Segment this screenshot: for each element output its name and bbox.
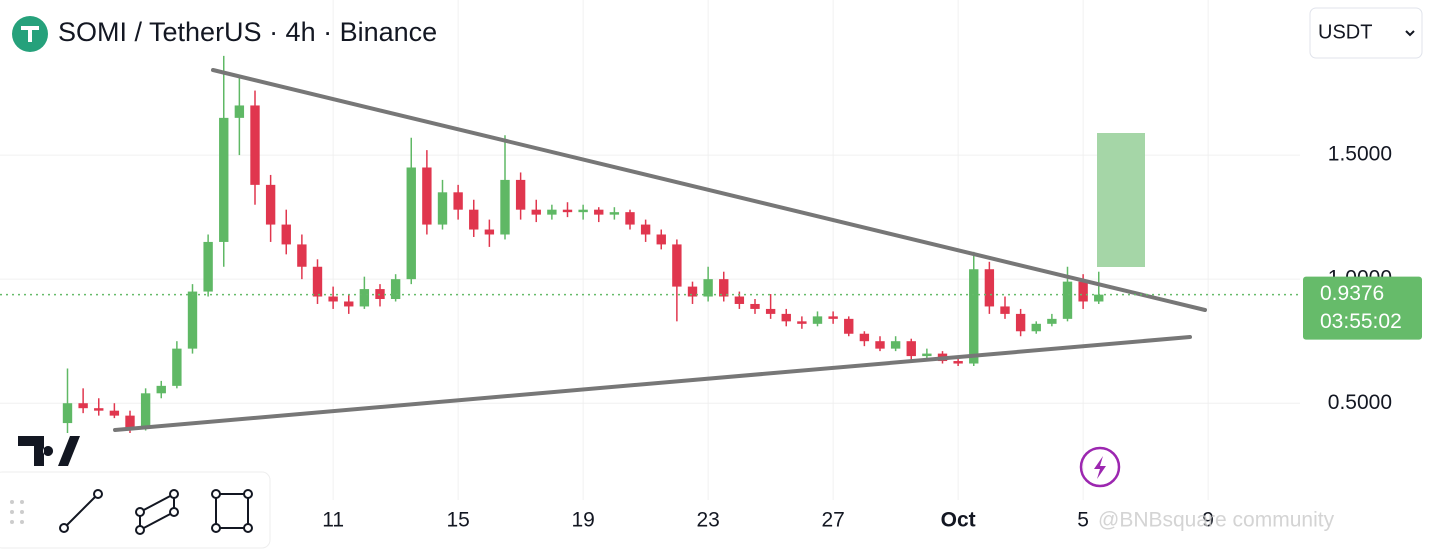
candle-body: [672, 244, 682, 287]
candle-body: [234, 105, 245, 118]
watermark: @BNBsquare community: [1098, 509, 1335, 532]
candle-body: [719, 279, 729, 297]
candle-body: [344, 301, 354, 307]
y-tick-label: 0.5000: [1328, 391, 1392, 414]
candle-body: [1031, 323, 1041, 332]
candle-body: [625, 212, 635, 225]
target-zone: [1097, 133, 1145, 267]
candle-body: [687, 286, 698, 297]
countdown-label: 03:55:02: [1320, 310, 1402, 333]
candle-body: [390, 279, 401, 300]
y-tick-label: 1.5000: [1328, 143, 1392, 166]
candle-body: [328, 296, 338, 302]
candle-body: [453, 192, 463, 210]
x-tick-label: 27: [821, 509, 844, 532]
candle-body: [656, 234, 666, 245]
candle-body: [547, 209, 557, 215]
candle-body: [875, 341, 885, 349]
candle-body: [781, 313, 791, 322]
candle-body: [203, 241, 213, 292]
candle-body: [94, 408, 104, 411]
x-tick-label: 23: [696, 509, 719, 532]
candle-body: [469, 209, 479, 230]
candle-body: [1094, 294, 1104, 302]
candle-body: [62, 403, 73, 424]
candle-body: [281, 224, 291, 245]
flash-icon[interactable]: [1079, 446, 1121, 488]
candle-body: [156, 385, 166, 394]
candle-body: [437, 192, 448, 225]
lower-trendline: [113, 335, 1192, 432]
currency-select[interactable]: [1309, 7, 1423, 59]
candle-body: [609, 212, 620, 215]
candle-body: [562, 209, 573, 213]
candle-body: [1015, 313, 1026, 332]
chart-title: SOMI / TetherUS · 4h · Binance: [58, 17, 437, 47]
trendline-tool[interactable]: [59, 489, 103, 533]
currency-label: USDT: [1318, 21, 1372, 43]
candle-body: [703, 279, 713, 297]
candle-body: [78, 403, 88, 409]
candle-body: [359, 289, 370, 307]
candle-body: [797, 321, 807, 324]
candle-body: [312, 266, 323, 297]
coin-logo-mark: [21, 26, 39, 42]
upper-trendline: [211, 68, 1207, 312]
candle-body: [125, 415, 135, 429]
candle-body: [1047, 318, 1057, 324]
candle-body: [140, 393, 151, 429]
tv-logo: [18, 436, 80, 466]
last-price-label: 0.9376: [1320, 282, 1384, 305]
candle-body: [844, 318, 854, 334]
candle-body: [250, 105, 260, 185]
candle-body: [906, 341, 916, 357]
candle-body: [172, 348, 182, 386]
candle-body: [890, 341, 901, 349]
last-price-box: [1303, 276, 1422, 340]
candle-body: [500, 179, 510, 235]
candle-body: [484, 229, 495, 235]
dropdown-caret: [1405, 30, 1415, 37]
candle-body: [594, 209, 604, 215]
x-tick-label: 15: [446, 509, 469, 532]
candle-body: [1000, 306, 1010, 314]
candle-body: [969, 269, 979, 364]
flash-bolt: [1094, 456, 1106, 479]
candle-body: [219, 117, 229, 242]
candle-body: [1062, 281, 1073, 319]
candle-body: [984, 269, 995, 307]
candle-body: [578, 209, 588, 213]
candle-body: [406, 167, 416, 280]
candle-body: [187, 291, 198, 349]
channel-tool[interactable]: [135, 489, 179, 535]
candle-body: [297, 244, 307, 267]
toolbar-grip: [10, 500, 24, 524]
candle-body: [859, 333, 870, 342]
candle-body: [812, 316, 823, 324]
candle-body: [531, 209, 541, 215]
candle-body: [953, 361, 963, 364]
candle-body: [734, 296, 745, 304]
candle-body: [828, 316, 838, 319]
candle-body: [515, 179, 526, 210]
x-tick-label: Oct: [941, 509, 976, 532]
x-tick-label: 19: [571, 509, 594, 532]
x-tick-label: 9: [1202, 509, 1214, 532]
candle-body: [1078, 281, 1088, 302]
candle-body: [109, 410, 120, 416]
candle-body: [265, 184, 276, 225]
candle-body: [422, 167, 432, 225]
rectangle-tool[interactable]: [211, 489, 253, 533]
candle-body: [765, 308, 776, 314]
candle-body: [922, 353, 932, 357]
x-tick-label: 5: [1077, 509, 1089, 532]
x-tick-label: 11: [322, 509, 344, 532]
candle-body: [750, 303, 760, 309]
candle-body: [640, 224, 651, 235]
axes: 1115192327Oct590.50001.00001.50000.93760…: [0, 143, 1422, 532]
